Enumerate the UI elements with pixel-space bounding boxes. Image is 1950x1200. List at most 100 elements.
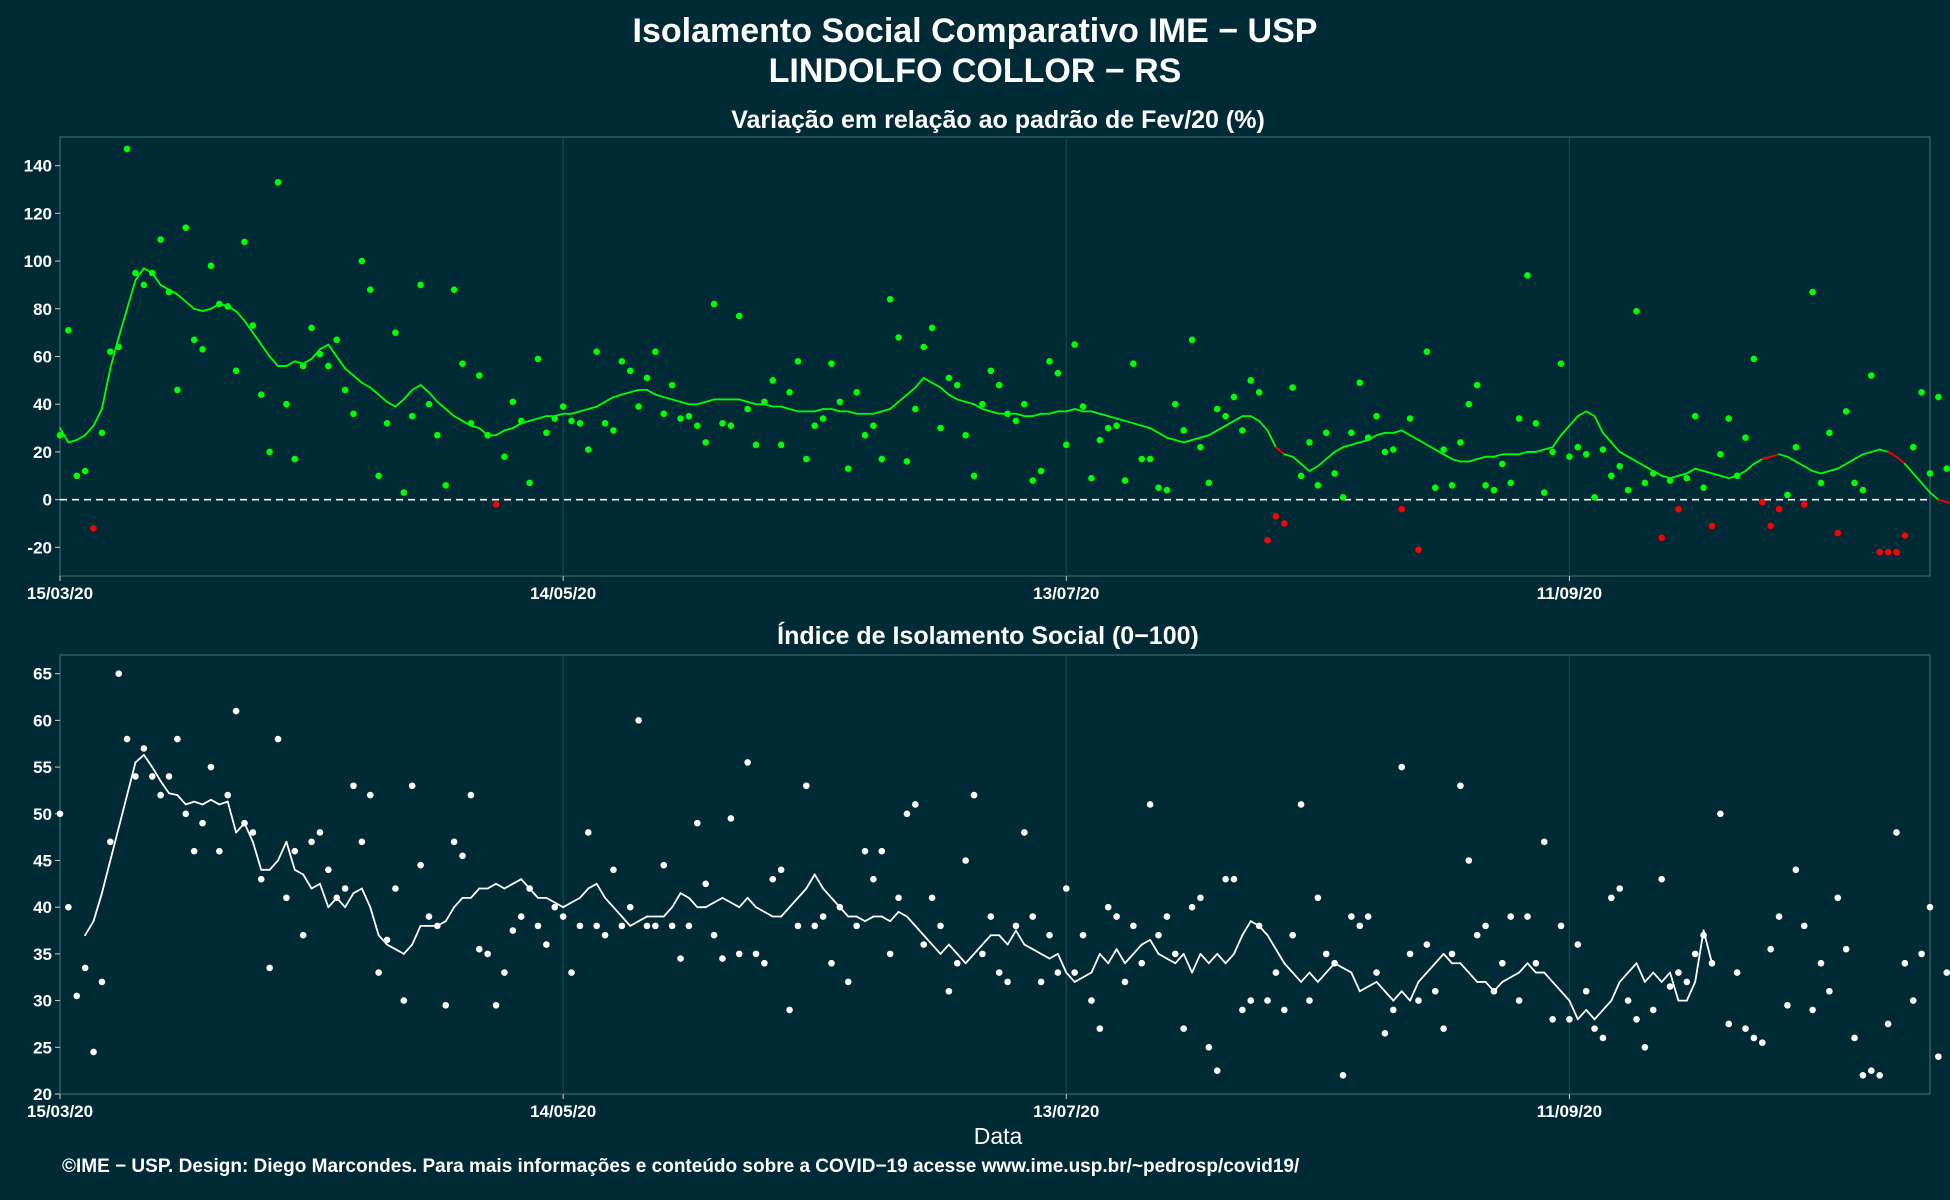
y-tick-label: 45 [33, 851, 52, 870]
y-tick-label: 40 [33, 898, 52, 917]
moving-average-segment [830, 408, 841, 413]
variation-panel-title: Variação em relação ao padrão de Fev/20 … [731, 106, 1265, 134]
daily-data-point [1364, 913, 1372, 920]
moving-average-segment [1493, 453, 1504, 458]
moving-average-segment [1610, 441, 1621, 453]
daily-data-point [928, 894, 936, 902]
moving-average-segment [1384, 990, 1395, 1002]
moving-average-segment [939, 386, 950, 396]
daily-data-point [886, 950, 894, 958]
daily-data-point [1348, 429, 1355, 437]
daily-data-point [174, 386, 181, 394]
daily-data-point [1188, 903, 1196, 911]
daily-data-point [1599, 446, 1607, 453]
daily-data-point [1918, 950, 1925, 958]
daily-data-point [1918, 388, 1925, 396]
daily-data-point [1046, 357, 1053, 365]
daily-data-point [1549, 1015, 1556, 1023]
daily-data-point [870, 422, 877, 429]
daily-data-point [945, 374, 953, 382]
daily-data-point [350, 410, 357, 418]
moving-average-segment [310, 348, 321, 360]
daily-data-point [576, 420, 584, 427]
daily-data-point [1264, 997, 1271, 1004]
daily-data-point [509, 398, 517, 406]
daily-data-point [618, 922, 626, 930]
moving-average-segment [168, 792, 179, 797]
daily-data-point [157, 791, 164, 799]
daily-data-point [1683, 474, 1691, 482]
daily-data-point [1574, 941, 1582, 948]
daily-data-point [543, 941, 550, 948]
moving-average-segment [109, 826, 120, 862]
daily-data-point [358, 257, 366, 265]
daily-data-point [534, 355, 542, 363]
moving-average-segment [369, 386, 380, 396]
daily-data-point [1624, 997, 1632, 1004]
daily-data-point [1029, 913, 1037, 920]
daily-data-point [962, 857, 969, 864]
daily-data-point [1373, 412, 1380, 420]
moving-average-segment [327, 343, 338, 358]
moving-average-segment [1719, 474, 1730, 480]
daily-data-point [1868, 372, 1875, 379]
daily-data-point [1062, 885, 1070, 892]
y-tick-label: 20 [33, 443, 52, 462]
moving-average-segment [973, 403, 984, 410]
daily-data-point [1767, 522, 1774, 530]
moving-average-segment [989, 410, 1001, 415]
daily-data-point [1356, 922, 1364, 930]
x-tick-label: 15/03/20 [27, 1102, 93, 1121]
moving-average-segment [1711, 472, 1722, 477]
daily-data-point [1851, 479, 1858, 487]
daily-data-point [1012, 417, 1020, 425]
moving-average-segment [1199, 952, 1210, 965]
daily-data-point [1331, 470, 1338, 477]
moving-average-segment [1425, 962, 1437, 974]
daily-data-point [953, 959, 961, 967]
daily-data-point [1473, 381, 1481, 389]
daily-data-point [1884, 548, 1892, 556]
moving-average-segment [226, 800, 237, 834]
moving-average-segment [620, 391, 632, 396]
moving-average-segment [402, 943, 414, 955]
daily-data-point [1247, 377, 1255, 384]
daily-data-point [358, 838, 366, 846]
daily-data-point [819, 415, 827, 422]
moving-average-segment [1602, 431, 1613, 444]
daily-data-point [1054, 969, 1062, 976]
daily-data-point [1088, 997, 1095, 1004]
daily-data-point [668, 381, 676, 389]
daily-data-point [140, 281, 148, 289]
moving-average-segment [453, 415, 464, 422]
moving-average-segment [1316, 458, 1328, 468]
daily-data-point [1574, 443, 1582, 451]
moving-average-segment [1015, 412, 1026, 418]
daily-data-point [819, 913, 827, 920]
moving-average-segment [1056, 952, 1068, 974]
moving-average-segment [1467, 971, 1479, 983]
daily-data-point [190, 847, 198, 855]
daily-data-point [1725, 1020, 1733, 1028]
daily-data-point [291, 455, 299, 463]
moving-average-segment [889, 400, 900, 410]
moving-average-segment [1098, 412, 1110, 418]
daily-data-point [1239, 1006, 1246, 1014]
daily-data-point [1281, 520, 1288, 527]
footer-credit: ©IME − USP. Design: Diego Marcondes. Par… [62, 1156, 1300, 1177]
moving-average-segment [1442, 952, 1453, 965]
moving-average-segment [394, 398, 405, 408]
daily-data-point [73, 992, 81, 1000]
moving-average-segment [59, 427, 70, 444]
daily-data-point [1180, 427, 1187, 434]
daily-data-point [727, 815, 735, 822]
daily-data-point [1826, 429, 1833, 437]
moving-average-segment [721, 896, 732, 904]
moving-average-segment [134, 754, 145, 764]
moving-average-segment [469, 887, 481, 899]
daily-data-point [1339, 1072, 1347, 1079]
moving-average-segment [92, 408, 103, 427]
daily-data-point [274, 735, 282, 743]
daily-data-point [1239, 427, 1246, 434]
daily-data-point [1029, 477, 1037, 484]
